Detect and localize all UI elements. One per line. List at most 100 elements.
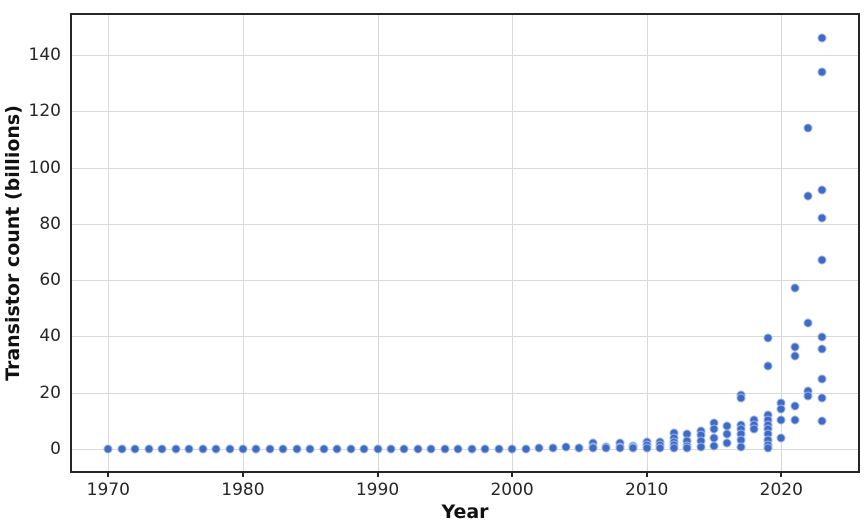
data-point — [292, 444, 302, 454]
data-point — [184, 444, 194, 454]
y-tick-label: 40 — [39, 326, 61, 347]
data-point — [817, 416, 827, 426]
data-point — [601, 443, 611, 453]
data-point — [251, 444, 261, 454]
y-tick-label: 0 — [50, 438, 61, 459]
data-point — [817, 33, 827, 43]
data-point — [305, 444, 315, 454]
y-tick-label: 80 — [39, 213, 61, 234]
grid-line-vertical — [512, 15, 514, 471]
y-tick-label: 140 — [28, 44, 61, 65]
x-tick-label: 2010 — [625, 480, 669, 500]
data-point — [426, 444, 436, 454]
data-point — [628, 443, 638, 453]
data-point — [763, 333, 773, 343]
data-point — [790, 415, 800, 424]
data-point — [211, 444, 221, 454]
data-point — [817, 374, 827, 384]
grid-line-horizontal — [72, 54, 858, 56]
x-axis-label: Year — [441, 501, 489, 523]
data-point — [130, 444, 140, 454]
data-point — [440, 444, 450, 454]
data-point — [803, 191, 813, 201]
grid-line-horizontal — [72, 448, 858, 450]
data-point — [117, 444, 127, 454]
data-point — [803, 318, 813, 328]
x-tick-mark — [241, 473, 244, 477]
data-point — [709, 441, 719, 451]
data-point — [790, 351, 800, 361]
data-point — [467, 444, 477, 454]
data-point — [574, 443, 584, 453]
data-point — [171, 444, 181, 454]
x-tick-mark — [376, 473, 379, 477]
data-point — [682, 443, 692, 453]
data-point — [278, 444, 288, 454]
data-point — [642, 443, 652, 453]
data-point — [103, 444, 113, 454]
data-point — [669, 443, 679, 453]
data-point — [319, 444, 329, 454]
grid-line-vertical — [781, 15, 783, 471]
data-point — [763, 443, 773, 453]
data-point — [790, 401, 800, 411]
data-point — [198, 444, 208, 454]
data-point — [817, 185, 827, 195]
grid-line-horizontal — [72, 167, 858, 169]
data-point — [507, 444, 517, 454]
data-point — [790, 283, 800, 293]
data-point — [413, 444, 423, 454]
data-point — [749, 424, 759, 434]
data-point — [817, 344, 827, 354]
data-point — [817, 213, 827, 223]
data-point — [817, 67, 827, 77]
grid-line-vertical — [242, 15, 244, 471]
data-point — [736, 393, 746, 403]
x-tick-mark — [511, 473, 514, 477]
data-point — [534, 443, 544, 453]
data-point — [615, 443, 625, 453]
x-tick-mark — [780, 473, 783, 477]
plot-area — [70, 13, 860, 473]
grid-line-vertical — [377, 15, 379, 471]
data-point — [776, 433, 786, 443]
x-tick-label: 1990 — [355, 480, 400, 500]
data-point — [265, 444, 275, 454]
grid-line-horizontal — [72, 392, 858, 394]
data-point — [817, 393, 827, 403]
grid-line-vertical — [646, 15, 648, 471]
data-point — [803, 391, 813, 401]
data-point — [817, 255, 827, 265]
x-tick-label: 2000 — [490, 480, 534, 500]
grid-line-horizontal — [72, 223, 858, 225]
data-point — [157, 444, 167, 454]
data-point — [655, 443, 665, 453]
x-tick-label: 1970 — [86, 480, 130, 500]
data-point — [346, 444, 356, 454]
data-point — [332, 444, 342, 454]
data-point — [803, 123, 813, 133]
y-tick-label: 100 — [28, 157, 61, 178]
data-point — [817, 332, 827, 342]
y-tick-label: 20 — [39, 382, 61, 403]
data-point — [494, 444, 504, 454]
y-tick-label: 60 — [39, 270, 61, 290]
grid-line-horizontal — [72, 280, 858, 281]
data-point — [225, 444, 234, 454]
grid-line-horizontal — [72, 336, 858, 338]
data-point — [359, 444, 369, 454]
data-point — [561, 442, 571, 452]
data-point — [722, 438, 732, 448]
x-tick-label: 1980 — [221, 480, 265, 500]
x-tick-mark — [107, 473, 110, 477]
data-point — [480, 444, 490, 454]
x-tick-mark — [645, 473, 648, 477]
data-point — [144, 444, 154, 454]
data-point — [386, 444, 396, 454]
data-point — [238, 444, 248, 454]
grid-line-horizontal — [72, 111, 858, 113]
data-point — [521, 444, 531, 454]
data-point — [696, 442, 705, 452]
y-tick-label: 120 — [28, 101, 61, 122]
